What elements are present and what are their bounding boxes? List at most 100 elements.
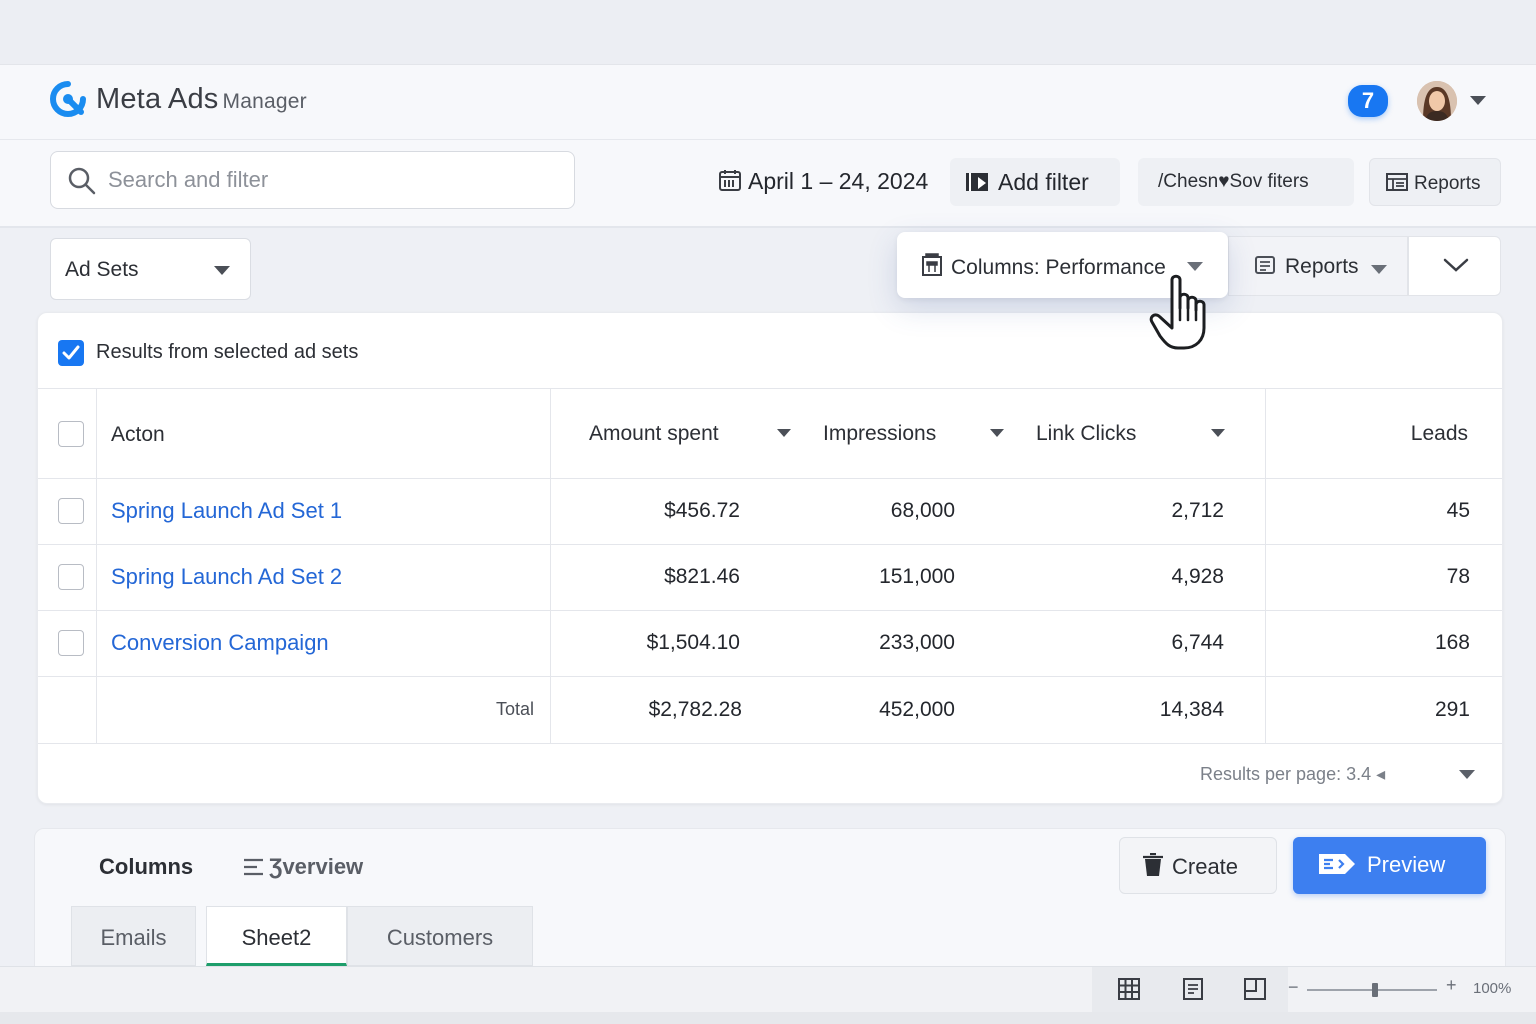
link-clicks-cell: 6,744 xyxy=(1171,631,1224,654)
tab-customers[interactable]: Customers xyxy=(347,906,533,966)
create-button[interactable]: Create xyxy=(1119,837,1277,894)
preview-label: Preview xyxy=(1367,852,1446,877)
impressions-cell: 68,000 xyxy=(890,499,955,522)
reports-dropdown[interactable]: Reports xyxy=(1228,236,1408,296)
app-header: Meta Ads Manager 7 xyxy=(0,64,1536,140)
column-header-link-clicks[interactable]: Link Clicks xyxy=(1036,422,1137,445)
zoom-slider-thumb[interactable] xyxy=(1372,983,1378,997)
add-filter-button[interactable]: Add filter xyxy=(950,158,1120,206)
leads-cell: 45 xyxy=(1446,499,1470,522)
chevron-down-icon xyxy=(1187,262,1203,271)
filter-toolbar: Search and filter April 1 – 24, 2024 Add… xyxy=(0,140,1536,228)
sort-amount-caret-icon[interactable] xyxy=(777,429,791,437)
reports-icon xyxy=(1386,173,1408,191)
brand-sub: Manager xyxy=(222,90,307,113)
reports-dropdown-label: Reports xyxy=(1285,255,1359,278)
total-label: Total xyxy=(495,699,534,719)
row-checkbox[interactable] xyxy=(58,630,84,656)
reports-button[interactable]: Reports xyxy=(1369,158,1501,206)
chevron-down-icon xyxy=(1443,258,1469,272)
ad-set-name-link[interactable]: Spring Launch Ad Set 1 xyxy=(111,498,343,523)
selection-row: Results from selected ad sets xyxy=(38,313,1502,389)
overview-tab[interactable]: Ʒverview xyxy=(243,854,363,880)
table-row: Conversion Campaign $1,504.10 233,000 6,… xyxy=(38,611,1502,677)
total-impressions: 452,000 xyxy=(879,698,955,721)
add-filter-icon xyxy=(966,173,988,191)
saved-filters-button[interactable]: /Chesn♥Sov fiters xyxy=(1138,158,1354,206)
column-header-leads[interactable]: Leads xyxy=(1410,422,1468,445)
avatar[interactable] xyxy=(1417,81,1457,121)
amount-spent-cell: $821.46 xyxy=(664,565,740,588)
total-row: Total $2,782.28 452,000 14,384 291 xyxy=(38,677,1502,744)
tab-sheet2[interactable]: Sheet2 xyxy=(206,906,347,966)
column-header-amount-spent[interactable]: Amount spent xyxy=(589,422,719,445)
search-icon xyxy=(68,167,96,195)
checkmark-icon xyxy=(62,345,80,360)
search-input[interactable]: Search and filter xyxy=(50,151,575,209)
zoom-level: 100% xyxy=(1473,980,1512,997)
page-view-icon[interactable] xyxy=(1182,978,1204,1000)
leads-cell: 78 xyxy=(1446,565,1470,588)
level-select[interactable]: Ad Sets xyxy=(50,238,251,300)
create-label: Create xyxy=(1172,854,1239,879)
date-range-picker[interactable]: April 1 – 24, 2024 xyxy=(718,168,928,195)
table-row: Spring Launch Ad Set 2 $821.46 151,000 4… xyxy=(38,545,1502,611)
columns-icon xyxy=(922,253,942,276)
select-all-checkbox[interactable] xyxy=(58,421,84,447)
calendar-icon xyxy=(719,170,741,191)
results-per-page[interactable]: Results per page: 3.4 ◂ xyxy=(1200,764,1385,785)
trash-icon xyxy=(1143,852,1163,876)
column-divider xyxy=(550,389,551,743)
column-header-impressions[interactable]: Impressions xyxy=(823,422,937,445)
column-divider xyxy=(1265,389,1266,743)
impressions-cell: 233,000 xyxy=(879,631,955,654)
pager-label: Results per page: 3.4 xyxy=(1200,764,1372,784)
ad-set-name-link[interactable]: Spring Launch Ad Set 2 xyxy=(111,564,343,589)
table-header-row: Acton Amount spent Impressions Link Clic… xyxy=(38,389,1502,479)
status-bar: − + 100% xyxy=(0,966,1536,1012)
logo-icon xyxy=(50,81,86,117)
grid-view-icon[interactable] xyxy=(1118,978,1140,1000)
pager-dropdown-caret-icon[interactable] xyxy=(1459,770,1475,779)
select-results-checkbox[interactable] xyxy=(58,340,84,366)
link-clicks-cell: 2,712 xyxy=(1171,499,1224,522)
reports-label: Reports xyxy=(1414,173,1481,194)
bottom-panel: Columns Ʒverview Create Preview xyxy=(34,828,1506,978)
total-link-clicks: 14,384 xyxy=(1159,698,1224,721)
impressions-cell: 151,000 xyxy=(879,565,955,588)
chevron-down-icon xyxy=(1371,265,1387,274)
columns-tab[interactable]: Columns xyxy=(99,854,194,879)
notification-badge[interactable]: 7 xyxy=(1348,85,1388,117)
zoom-in-button[interactable]: + xyxy=(1446,975,1457,995)
view-mode-group xyxy=(1092,967,1288,1012)
expand-button[interactable] xyxy=(1408,236,1501,296)
add-filter-label: Add filter xyxy=(998,169,1089,195)
window-top-strip xyxy=(0,0,1536,64)
table-row: Spring Launch Ad Set 1 $456.72 68,000 2,… xyxy=(38,479,1502,545)
brand-main: Meta Ads xyxy=(96,83,219,115)
search-placeholder: Search and filter xyxy=(108,167,269,192)
ad-set-name-link[interactable]: Conversion Campaign xyxy=(111,630,329,655)
app-brand: Meta Ads Manager xyxy=(96,83,307,116)
results-table-card: Results from selected ad sets Acton Amou… xyxy=(37,312,1503,804)
column-header-action[interactable]: Acton xyxy=(111,423,165,446)
hand-cursor-icon xyxy=(1149,274,1206,350)
account-menu-caret-icon[interactable] xyxy=(1470,96,1486,105)
list-icon xyxy=(244,858,263,876)
tab-emails[interactable]: Emails xyxy=(71,906,196,966)
level-select-value: Ad Sets xyxy=(65,258,139,281)
chevron-left-icon: ◂ xyxy=(1376,764,1386,784)
preview-button[interactable]: Preview xyxy=(1293,837,1486,894)
date-range-label: April 1 – 24, 2024 xyxy=(748,168,929,194)
row-checkbox[interactable] xyxy=(58,498,84,524)
preview-icon xyxy=(1319,854,1355,874)
zoom-out-button[interactable]: − xyxy=(1288,977,1299,997)
sort-impressions-caret-icon[interactable] xyxy=(990,429,1004,437)
leads-cell: 168 xyxy=(1434,631,1470,654)
amount-spent-cell: $1,504.10 xyxy=(646,631,740,654)
sort-link-clicks-caret-icon[interactable] xyxy=(1211,429,1225,437)
overview-label: Ʒverview xyxy=(269,854,364,879)
page-break-icon[interactable] xyxy=(1244,978,1266,1000)
row-checkbox[interactable] xyxy=(58,564,84,590)
avatar-portrait xyxy=(1417,81,1457,121)
